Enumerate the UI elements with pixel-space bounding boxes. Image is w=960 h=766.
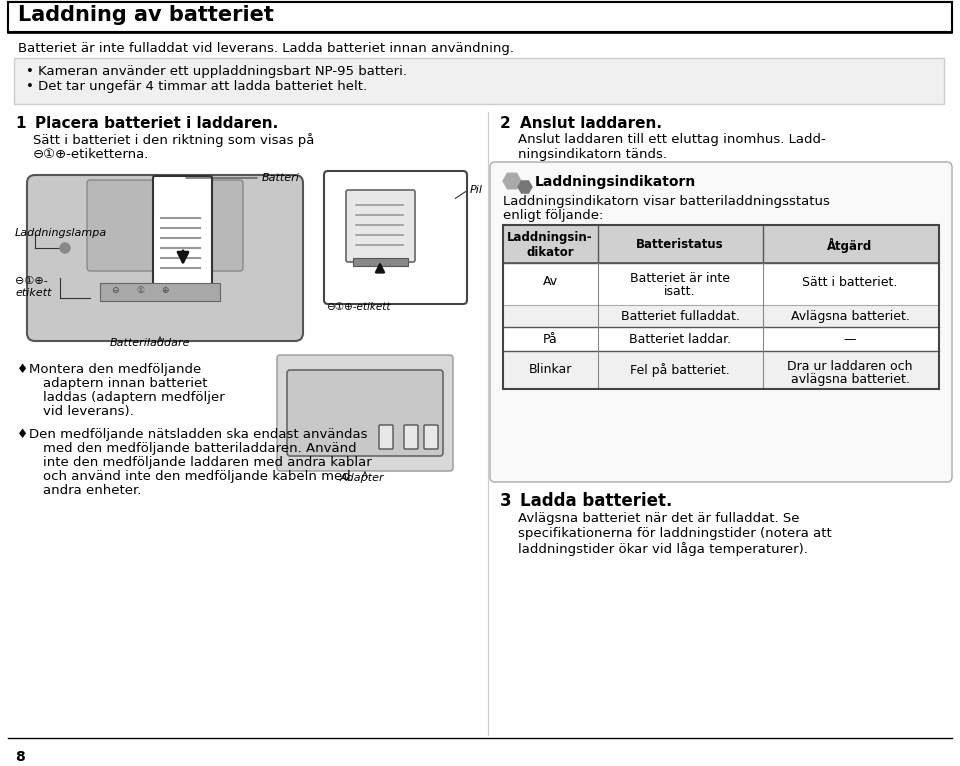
Text: Laddning av batteriet: Laddning av batteriet — [18, 5, 274, 25]
Text: Laddningsin-
dikator: Laddningsin- dikator — [507, 231, 593, 259]
FancyBboxPatch shape — [404, 425, 418, 449]
Text: Anslut laddaren till ett eluttag inomhus. Ladd-: Anslut laddaren till ett eluttag inomhus… — [518, 133, 826, 146]
FancyBboxPatch shape — [324, 171, 467, 304]
Text: ♦: ♦ — [17, 363, 28, 376]
Text: vid leverans).: vid leverans). — [43, 405, 133, 418]
Text: —: — — [844, 333, 856, 346]
FancyBboxPatch shape — [424, 425, 438, 449]
Bar — [100, 283, 220, 301]
Text: Blinkar: Blinkar — [528, 363, 572, 376]
Text: Batteri: Batteri — [262, 173, 300, 183]
Text: ⊖①⊕-: ⊖①⊕- — [15, 276, 48, 286]
Text: Sätt i batteriet i den riktning som visas på: Sätt i batteriet i den riktning som visa… — [33, 133, 314, 147]
Text: Pil: Pil — [470, 185, 483, 195]
Text: ningsindikatorn tänds.: ningsindikatorn tänds. — [518, 148, 667, 161]
FancyBboxPatch shape — [379, 425, 393, 449]
FancyBboxPatch shape — [287, 370, 443, 456]
Text: Laddningsindikatorn: Laddningsindikatorn — [535, 175, 696, 189]
Text: med den medföljande batteriladdaren. Använd: med den medföljande batteriladdaren. Anv… — [43, 442, 356, 455]
Text: Adapter: Adapter — [340, 473, 385, 483]
Text: • Kameran använder ett uppladdningsbart NP-95 batteri.: • Kameran använder ett uppladdningsbart … — [26, 65, 407, 78]
Text: Avlägsna batteriet när det är fulladdat. Se: Avlägsna batteriet när det är fulladdat.… — [518, 512, 800, 525]
Bar — [503, 263, 939, 305]
Text: 3: 3 — [500, 492, 512, 510]
Bar — [353, 258, 408, 266]
Bar — [503, 225, 939, 263]
Text: Den medföljande nätsladden ska endast användas: Den medföljande nätsladden ska endast an… — [29, 428, 368, 441]
Bar — [8, 2, 13, 32]
Text: Batteriet fulladdat.: Batteriet fulladdat. — [620, 310, 739, 323]
Text: 8: 8 — [15, 750, 25, 764]
Text: adaptern innan batteriet: adaptern innan batteriet — [43, 377, 207, 390]
Text: ⊖①⊕-etikett: ⊖①⊕-etikett — [326, 302, 391, 312]
Text: ⊖①⊕-etiketterna.: ⊖①⊕-etiketterna. — [33, 148, 150, 161]
Text: laddas (adaptern medföljer: laddas (adaptern medföljer — [43, 391, 225, 404]
Text: Batteristatus: Batteristatus — [636, 238, 724, 251]
Text: specifikationerna för laddningstider (notera att: specifikationerna för laddningstider (no… — [518, 527, 831, 540]
Text: inte den medföljande laddaren med andra kablar: inte den medföljande laddaren med andra … — [43, 456, 372, 469]
Text: Anslut laddaren.: Anslut laddaren. — [520, 116, 662, 131]
Text: ♦: ♦ — [17, 428, 28, 441]
Text: Ladda batteriet.: Ladda batteriet. — [520, 492, 672, 510]
Bar — [503, 305, 939, 327]
Text: Batteriet är inte: Batteriet är inte — [630, 272, 730, 285]
Text: Montera den medföljande: Montera den medföljande — [29, 363, 202, 376]
Text: enligt följande:: enligt följande: — [503, 209, 604, 222]
Bar — [503, 351, 939, 389]
Text: Laddningslampa: Laddningslampa — [15, 228, 108, 238]
Text: och använd inte den medföljande kabeln med: och använd inte den medföljande kabeln m… — [43, 470, 350, 483]
Text: Åtgärd: Åtgärd — [828, 238, 873, 253]
Text: Sätt i batteriet.: Sätt i batteriet. — [803, 276, 898, 289]
Bar — [14, 58, 944, 104]
Text: Batteriet laddar.: Batteriet laddar. — [629, 333, 732, 346]
Circle shape — [60, 243, 70, 253]
Text: Av: Av — [542, 275, 558, 288]
Text: 2: 2 — [500, 116, 511, 131]
FancyBboxPatch shape — [277, 355, 453, 471]
Text: Dra ur laddaren och: Dra ur laddaren och — [787, 360, 913, 373]
Bar — [8, 2, 952, 32]
FancyBboxPatch shape — [87, 180, 243, 271]
FancyBboxPatch shape — [27, 175, 303, 341]
Text: isatt.: isatt. — [664, 285, 696, 298]
Text: ①: ① — [136, 286, 144, 295]
Text: • Det tar ungefär 4 timmar att ladda batteriet helt.: • Det tar ungefär 4 timmar att ladda bat… — [26, 80, 367, 93]
FancyBboxPatch shape — [346, 190, 415, 262]
Text: Avlägsna batteriet.: Avlägsna batteriet. — [791, 310, 909, 323]
Text: Laddningsindikatorn visar batteriladdningsstatus: Laddningsindikatorn visar batteriladdnin… — [503, 195, 829, 208]
Text: ⊕: ⊕ — [161, 286, 169, 295]
Text: Batteriet är inte fulladdat vid leverans. Ladda batteriet innan användning.: Batteriet är inte fulladdat vid leverans… — [18, 42, 514, 55]
Text: Batteriladdare: Batteriladdare — [110, 338, 190, 348]
Bar — [503, 327, 939, 351]
Bar — [503, 225, 939, 389]
Text: 1: 1 — [15, 116, 26, 131]
Text: Placera batteriet i laddaren.: Placera batteriet i laddaren. — [35, 116, 278, 131]
Text: laddningstider ökar vid låga temperaturer).: laddningstider ökar vid låga temperature… — [518, 542, 808, 556]
Text: andra enheter.: andra enheter. — [43, 484, 141, 497]
FancyBboxPatch shape — [153, 176, 212, 290]
Text: Fel på batteriet.: Fel på batteriet. — [630, 363, 730, 377]
FancyBboxPatch shape — [490, 162, 952, 482]
Text: etikett: etikett — [15, 288, 52, 298]
Text: På: På — [542, 333, 558, 346]
Text: avlägsna batteriet.: avlägsna batteriet. — [791, 373, 909, 386]
Text: ⊖: ⊖ — [111, 286, 118, 295]
